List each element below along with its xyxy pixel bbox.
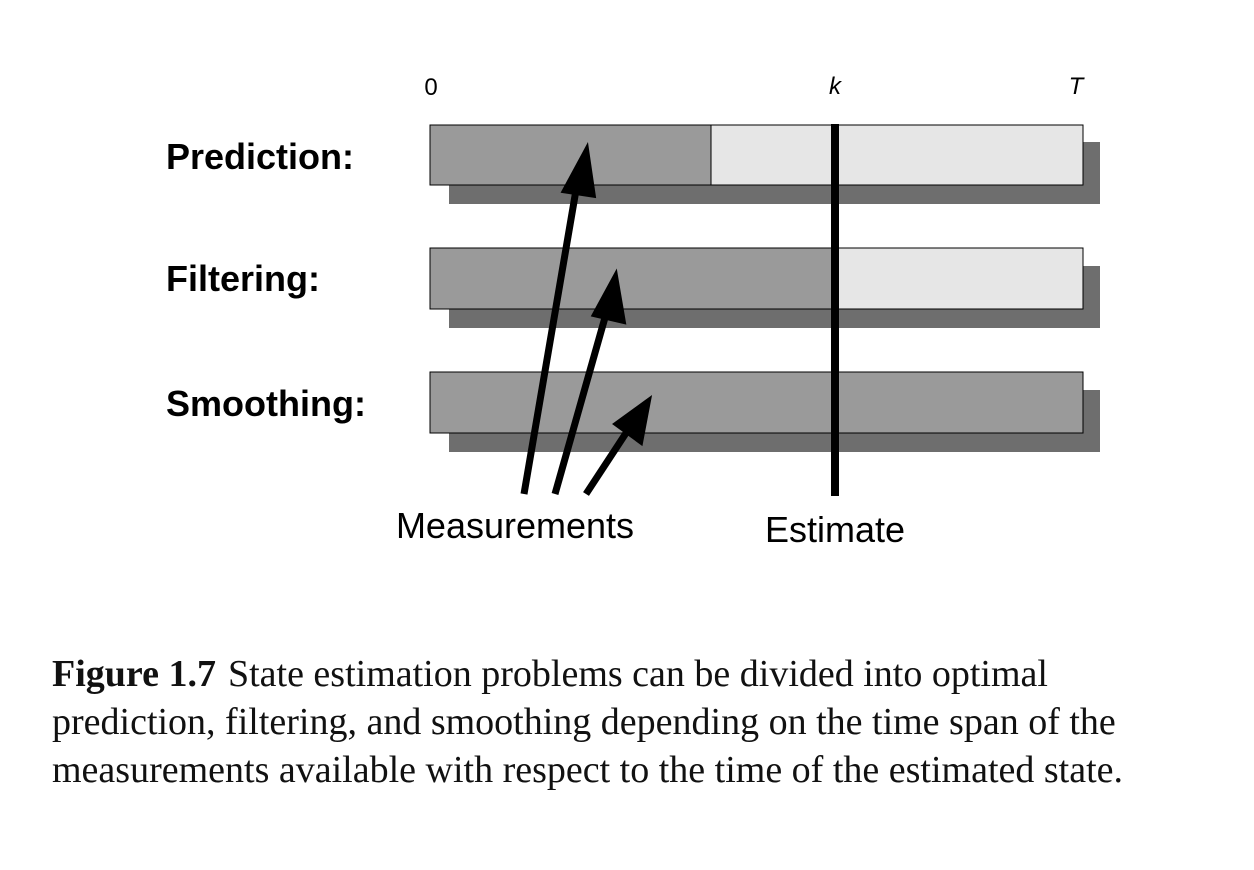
axis-label-start: 0 [424, 74, 437, 101]
measured-segment [430, 372, 1083, 433]
state-estimation-diagram: 0 k T Prediction: Filtering: Smoothing: … [166, 73, 1100, 550]
row-bar-outline [429, 247, 1084, 310]
measurement-arrows [520, 142, 653, 496]
arrow-to-smoothing [583, 428, 631, 496]
arrowhead-icon [560, 142, 597, 199]
row-label: Filtering: [166, 258, 320, 299]
measured-segment [430, 248, 835, 309]
measurements-label: Measurements [396, 505, 634, 546]
estimate-label: Estimate [765, 509, 905, 550]
axis-label-now: k [829, 73, 843, 100]
row-label: Smoothing: [166, 383, 366, 424]
row-bar-outline [429, 371, 1084, 434]
caption-text: State estimation problems can be divided… [52, 653, 1124, 791]
row-prediction: Prediction: [166, 124, 1100, 204]
row-bar-outline [429, 124, 1084, 186]
arrowhead-icon [612, 395, 653, 447]
figure-number: Figure 1.7 [52, 653, 216, 695]
row-smoothing: Smoothing: [166, 371, 1100, 452]
figure-caption: Figure 1.7 State estimation problems can … [52, 650, 1212, 794]
arrowhead-icon [590, 268, 627, 325]
row-label: Prediction: [166, 136, 354, 177]
arrow-to-filtering [551, 313, 610, 495]
row-filtering: Filtering: [166, 247, 1100, 328]
axis-label-end: T [1069, 73, 1086, 100]
arrow-to-prediction [520, 189, 580, 495]
